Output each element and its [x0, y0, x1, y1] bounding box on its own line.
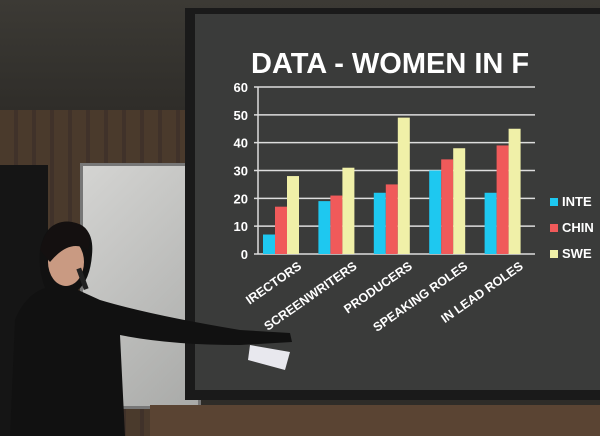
y-tick-label: 10 [234, 219, 248, 234]
y-tick-label: 30 [234, 164, 248, 179]
bar-chart: 0102030405060IRECTORSSCREENWRITERSPRODUC… [234, 80, 535, 335]
y-tick-label: 50 [234, 108, 248, 123]
bar-inte [484, 192, 497, 254]
bar-chin [330, 195, 343, 254]
bar-swe [342, 167, 355, 254]
bar-inte [263, 234, 275, 254]
legend-swatch [550, 198, 558, 206]
projection-screen: DATA - WOMEN IN F INTE CHIN SWE 0 10 20 30 4… [195, 14, 600, 390]
stage-edge [150, 405, 600, 436]
legend-item: SWE [550, 246, 592, 261]
bar-inte [429, 170, 442, 254]
bar-swe [397, 117, 410, 254]
legend-swatch [550, 250, 558, 258]
bar-chin [496, 145, 509, 254]
legend-label: INTE [562, 194, 592, 209]
bar-chin [275, 206, 287, 254]
legend-item: INTE [550, 194, 592, 209]
bar-swe [287, 176, 299, 254]
bar-inte [318, 201, 331, 254]
slide-title: DATA - WOMEN IN F [251, 48, 530, 80]
y-tick-label: 20 [234, 191, 248, 206]
legend-swatch [550, 224, 558, 232]
y-tick-label: 40 [234, 136, 248, 151]
bar-chin [385, 184, 398, 254]
bar-swe [453, 148, 466, 254]
bar-swe [508, 128, 521, 254]
y-tick-label: 60 [234, 80, 248, 95]
bar-chin [441, 159, 454, 254]
y-tick-label: 0 [241, 247, 248, 262]
bar-inte [373, 192, 386, 254]
legend-label: SWE [562, 246, 592, 261]
legend-label: CHIN [562, 220, 594, 235]
legend-item: CHIN [550, 220, 594, 235]
